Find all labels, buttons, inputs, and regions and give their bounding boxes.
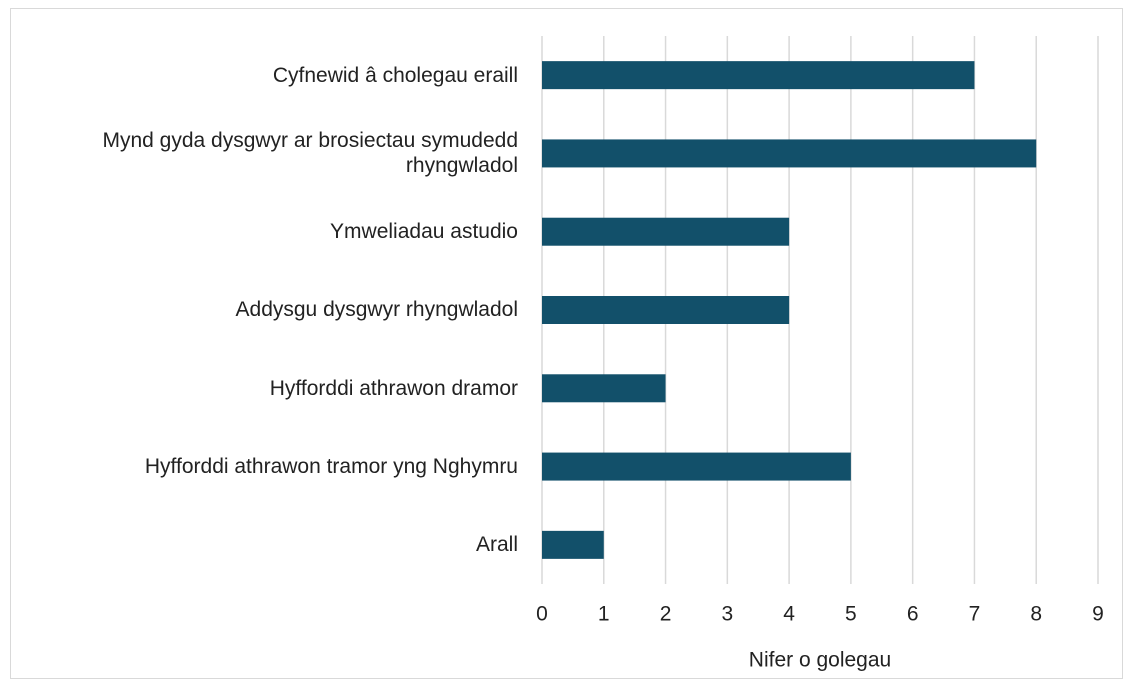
category-label-box: Hyfforddi athrawon tramor yng Nghymru	[144, 454, 518, 478]
y-tick-label: Addysgu dysgwyr rhyngwladol	[235, 298, 518, 322]
bar	[542, 139, 1037, 168]
bar	[542, 374, 666, 403]
x-tick-label: 4	[783, 603, 795, 626]
bar	[542, 296, 790, 324]
x-tick-label: 5	[845, 603, 857, 626]
bar	[542, 452, 851, 481]
y-tick-label: Cyfnewid â cholegau eraill	[272, 63, 518, 87]
bar	[542, 217, 790, 246]
x-tick-label: 1	[598, 603, 610, 626]
chart-frame	[10, 8, 1123, 679]
x-tick-label: 8	[1030, 603, 1042, 626]
bar	[542, 61, 975, 90]
bar	[542, 530, 604, 559]
category-label-box: Cyfnewid â cholegau eraill	[272, 63, 518, 87]
category-label-box: Mynd gyda dysgwyr ar brosiectau symudedd…	[102, 129, 518, 178]
x-tick-label: 3	[721, 603, 733, 626]
x-tick-label: 0	[536, 603, 548, 626]
y-tick-label: Arall	[475, 533, 518, 557]
category-label-box: Hyfforddi athrawon dramor	[269, 376, 518, 400]
y-tick-label: Mynd gyda dysgwyr ar brosiectau symudedd…	[102, 129, 518, 178]
x-tick-label: 2	[660, 603, 672, 626]
y-tick-label: Hyfforddi athrawon dramor	[269, 376, 518, 400]
y-tick-label: Hyfforddi athrawon tramor yng Nghymru	[144, 454, 518, 478]
category-label-box: Addysgu dysgwyr rhyngwladol	[235, 298, 518, 322]
x-tick-label: 7	[969, 603, 981, 626]
x-axis-title: Nifer o golegau	[749, 649, 891, 672]
x-tick-label: 9	[1092, 603, 1104, 626]
category-label-box: Arall	[475, 533, 518, 557]
x-tick-label: 6	[907, 603, 919, 626]
y-tick-label: Ymweliadau astudio	[330, 220, 518, 244]
category-label-box: Ymweliadau astudio	[330, 220, 518, 244]
